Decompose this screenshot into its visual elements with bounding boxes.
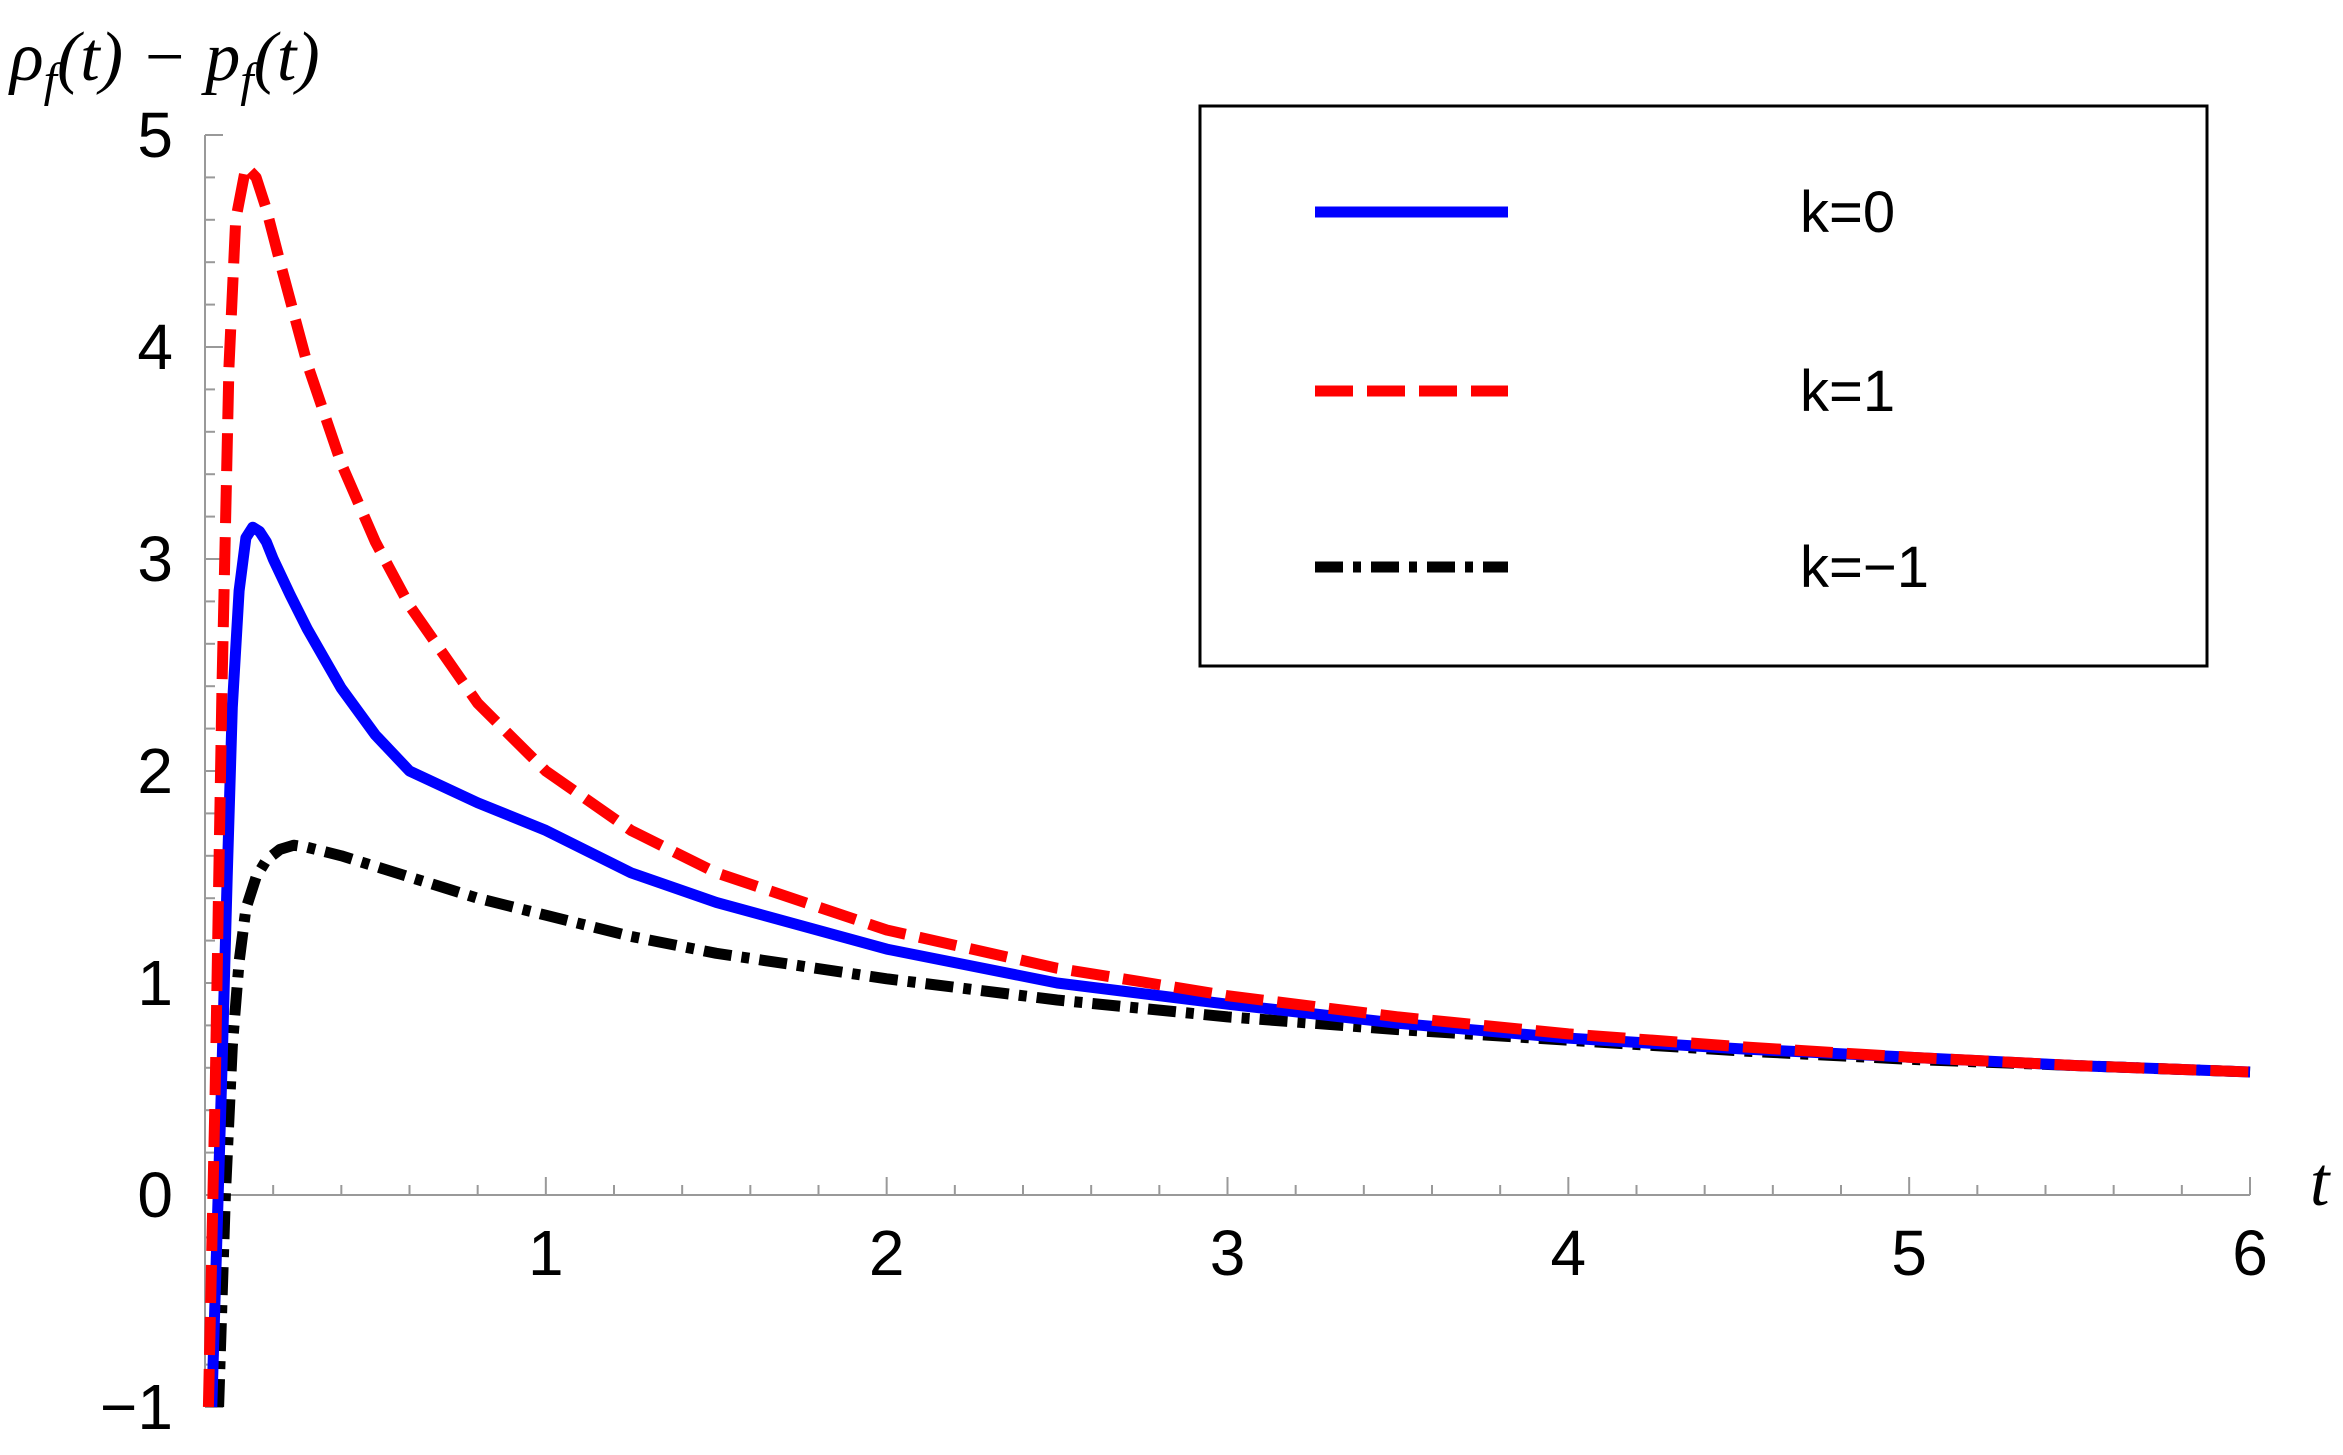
x-tick-label: 1 bbox=[528, 1217, 564, 1289]
y-axis-title-end: (t) bbox=[254, 19, 320, 96]
y-tick-label: 4 bbox=[137, 311, 173, 383]
x-tick-label: 4 bbox=[1551, 1217, 1587, 1289]
series-line-kminus1 bbox=[213, 839, 2251, 1408]
y-tick-label: 5 bbox=[137, 99, 173, 171]
legend-label-k1: k=1 bbox=[1800, 359, 1895, 424]
y-tick-label: 3 bbox=[137, 523, 173, 595]
y-tick-label: −1 bbox=[100, 1371, 173, 1443]
y-axis-title-rho: ρ bbox=[8, 19, 44, 96]
y-axis-title-mid: (t) − p bbox=[57, 19, 240, 96]
axes: 1 2 3 4 5 6 5 4 3 2 1 0 −1 bbox=[100, 99, 2268, 1443]
x-tick-label: 6 bbox=[2232, 1217, 2268, 1289]
y-tick-label: 0 bbox=[137, 1159, 173, 1231]
x-tick-label: 5 bbox=[1891, 1217, 1927, 1289]
legend: k=0 k=1 k=−1 bbox=[1198, 104, 2209, 668]
x-tick-label: 2 bbox=[869, 1217, 905, 1289]
x-tick-label: 3 bbox=[1210, 1217, 1246, 1289]
series-line-k1 bbox=[202, 161, 2251, 1408]
series-line-k0 bbox=[206, 521, 2251, 1408]
legend-label-kminus1: k=−1 bbox=[1800, 535, 1929, 600]
legend-label-k0: k=0 bbox=[1800, 180, 1895, 245]
y-axis-title: ρf(t) − pf(t) bbox=[8, 19, 320, 107]
y-tick-label: 2 bbox=[137, 735, 173, 807]
x-axis-title: t bbox=[2310, 1144, 2331, 1221]
y-tick-label: 1 bbox=[137, 947, 173, 1019]
series-layer bbox=[202, 161, 2251, 1408]
